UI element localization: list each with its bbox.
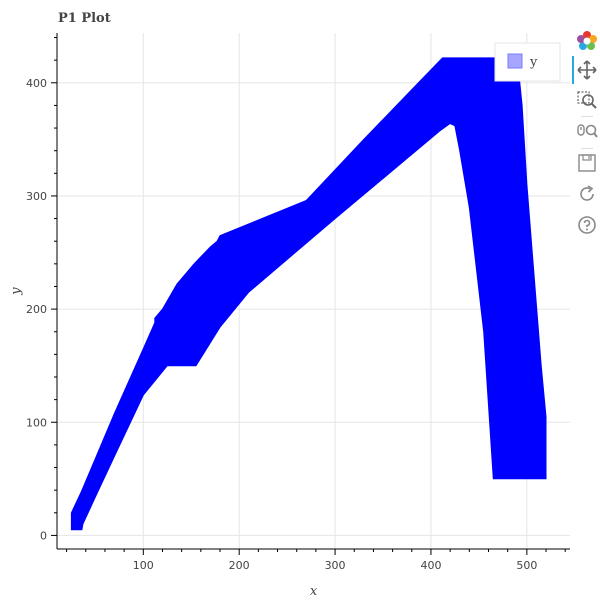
active-tool-indicator [572, 56, 574, 84]
legend-box [494, 42, 561, 82]
box-zoom-icon[interactable] [576, 90, 598, 112]
pan-icon[interactable] [576, 59, 598, 81]
bokeh-logo-icon[interactable] [576, 30, 598, 52]
wheel-zoom-icon[interactable] [576, 121, 598, 143]
series-y-area [70, 57, 547, 531]
legend-label[interactable]: y [529, 55, 538, 70]
x-tick-label: 400 [420, 559, 441, 572]
legend[interactable]: y [494, 42, 561, 82]
x-tick-label: 300 [325, 559, 346, 572]
legend-swatch[interactable] [507, 53, 523, 69]
y-tick-label: 0 [40, 529, 47, 542]
x-tick-label: 100 [133, 559, 154, 572]
x-tick-label: 200 [229, 559, 250, 572]
page-title: P1 Plot [58, 11, 111, 26]
y-tick-label: 300 [26, 190, 47, 203]
save-icon[interactable] [576, 152, 598, 174]
toolbar-separator [581, 116, 593, 117]
x-tick-label: 500 [516, 559, 537, 572]
toolbar [572, 28, 600, 248]
data-layer [70, 57, 547, 531]
y-tick-label: 200 [26, 303, 47, 316]
y-tick-label: 100 [26, 416, 47, 429]
x-axis-label: x [310, 584, 318, 599]
y-tick-label: 400 [26, 77, 47, 90]
y-axis-label: y [9, 287, 24, 296]
help-icon[interactable] [576, 214, 598, 236]
toolbar-separator [581, 148, 593, 149]
reset-icon[interactable] [576, 183, 598, 205]
axes: 100 200 300 400 500 0 100 200 300 400 x y [9, 33, 570, 599]
